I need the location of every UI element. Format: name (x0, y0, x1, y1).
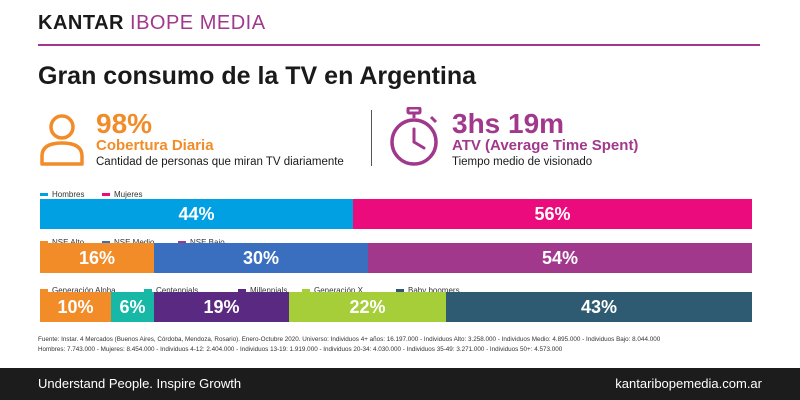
stacked-bar-2: 16% 30% 54% (40, 243, 752, 273)
page-title: Gran consumo de la TV en Argentina (38, 62, 477, 90)
bar-segment-label: 16% (78, 247, 116, 268)
person-icon (40, 114, 84, 166)
atv-value: 3hs 19m (452, 108, 565, 139)
legend-item: Generación Alpha (40, 284, 116, 296)
legend-label: NSE Alto (52, 237, 85, 247)
coverage-value: 98% (96, 108, 153, 139)
legend-swatch (40, 192, 48, 196)
bar-segment: 44% (40, 199, 353, 229)
legend-label: Millennials (250, 285, 288, 295)
footer-tagline: Understand People. Inspire Growth (38, 376, 242, 391)
atv-label: ATV (Average Time Spent) (452, 137, 639, 154)
kpi-separator (371, 110, 372, 166)
bar-segment: 43% (446, 292, 752, 322)
legend-item: Mujeres (102, 188, 142, 200)
atv-description: Tiempo medio de visionado (452, 156, 593, 168)
bar-segment: 19% (154, 292, 289, 322)
legend-swatch (102, 240, 110, 244)
legend-item: Hombres (40, 188, 84, 200)
legend-swatch (238, 288, 246, 292)
source-line-1: Fuente: Instar. 4 Mercados (Buenos Aires… (38, 336, 661, 343)
stacked-bar-3: 10% 6% 19% 22% 43% (40, 292, 752, 322)
bar-segment-label: 43% (580, 296, 618, 317)
brand-logo: KANTAR IBOPE MEDIA (38, 12, 266, 35)
bar-segment-label: 6% (119, 296, 146, 317)
header-divider (38, 44, 760, 46)
legend-item: Centennials (144, 284, 198, 296)
footer: Understand People. Inspire Growth kantar… (0, 368, 800, 400)
bar-segment-label: 22% (349, 296, 386, 317)
legend-swatch (178, 240, 186, 244)
legend-label: Baby boomers (408, 285, 460, 295)
brand-part2: IBOPE MEDIA (130, 12, 266, 34)
legend-swatch (144, 288, 152, 292)
legend-item: Generación X (302, 284, 363, 296)
bar-segment: 56% (353, 199, 752, 229)
legend-label: NSE Medio (114, 237, 155, 247)
legend-label: Generación Alpha (52, 285, 116, 295)
bar-segment-label: 56% (534, 203, 571, 224)
legend-label: Centennials (156, 285, 199, 295)
legend-swatch (102, 192, 110, 196)
legend-label: Mujeres (114, 189, 143, 199)
legend-item: NSE Alto (40, 236, 84, 248)
bar-segment-label: 44% (178, 203, 215, 224)
stacked-bar-1: 44% 56% (40, 199, 752, 229)
bar-segment: 22% (289, 292, 446, 322)
bar-segment: 10% (40, 292, 111, 322)
legend-swatch (40, 240, 48, 244)
legend-label: Generación X (314, 285, 363, 295)
source-line-2: Hombres: 7.743.000 - Mujeres: 8.454.000 … (38, 346, 563, 353)
legend-swatch (40, 288, 48, 292)
legend-item: NSE Bajo (178, 236, 225, 248)
footer-url: kantaribopemedia.com.ar (615, 376, 762, 391)
source-note: Fuente: Instar. 4 Mercados (Buenos Aires… (38, 335, 768, 355)
legend-item: Baby boomers (396, 284, 460, 296)
brand-part1: KANTAR (38, 12, 124, 34)
coverage-label: Cobertura Diaria (96, 137, 214, 154)
legend-swatch (302, 288, 310, 292)
bar-segment: 30% (154, 243, 368, 273)
stopwatch-icon (390, 107, 438, 166)
bar-segment-label: 30% (242, 247, 280, 268)
bar-segment: 16% (40, 243, 154, 273)
bar-segment-label: 54% (541, 247, 579, 268)
legend-swatch (396, 288, 404, 292)
bar-segment: 6% (111, 292, 154, 322)
legend-item: Millennials (238, 284, 287, 296)
bar-segment-label: 10% (57, 296, 94, 317)
legend-label: Hombres (52, 189, 85, 199)
coverage-description: Cantidad de personas que miran TV diaria… (96, 156, 344, 168)
legend-label: NSE Bajo (190, 237, 225, 247)
bar-segment: 54% (368, 243, 752, 273)
bar-segment-label: 19% (203, 296, 240, 317)
legend-item: NSE Medio (102, 236, 154, 248)
